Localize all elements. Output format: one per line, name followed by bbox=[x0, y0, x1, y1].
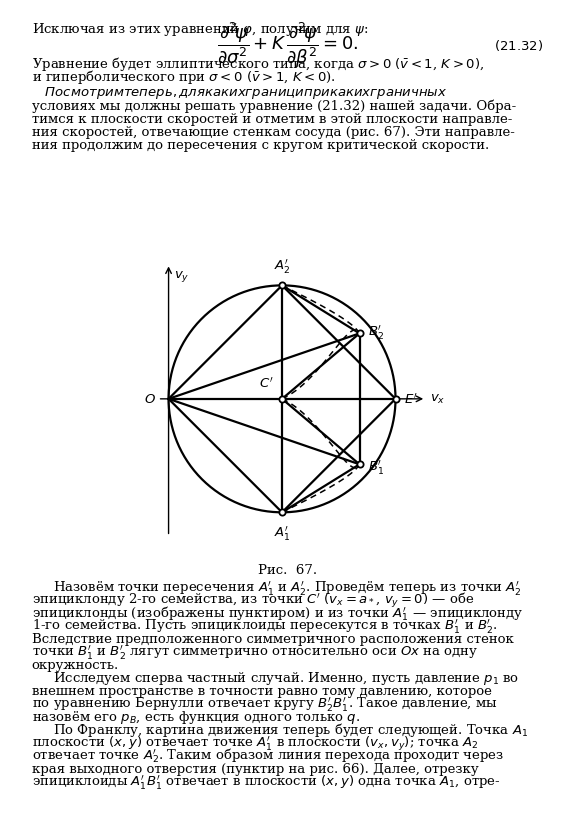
Text: $C'$: $C'$ bbox=[259, 376, 273, 390]
Text: по уравнению Бернулли отвечает кругу $B_2'B_1'$. Такое давление, мы: по уравнению Бернулли отвечает кругу $B_… bbox=[32, 695, 497, 712]
Text: эпициклонду 2-го семейства, из точки $C'$ $(v_x = a_*$, $v_y = 0)$ — обе: эпициклонду 2-го семейства, из точки $C'… bbox=[32, 590, 474, 609]
Text: эпициклонды (изображены пунктиром) и из точки $A_1'$ — эпициклонду: эпициклонды (изображены пунктиром) и из … bbox=[32, 604, 523, 622]
Text: По Франклу, картина движения теперь будет следующей. Точка $A_1$: По Франклу, картина движения теперь буде… bbox=[32, 721, 528, 738]
Text: внешнем пространстве в точности равно тому давлению, которое: внешнем пространстве в точности равно то… bbox=[32, 684, 492, 697]
Text: ния скоростей, отвечающие стенкам сосуда (рис. 67). Эти направле-: ния скоростей, отвечающие стенкам сосуда… bbox=[32, 125, 515, 139]
Text: и гиперболического при $\sigma < 0$ $(\bar{v} > 1$, $K < 0$).: и гиперболического при $\sigma < 0$ $(\b… bbox=[32, 68, 336, 85]
Text: условиях мы должны решать уравнение (21.32) нашей задачи. Обра-: условиях мы должны решать уравнение (21.… bbox=[32, 99, 516, 113]
Text: эпициклоиды $A_1'B_1'$ отвечает в плоскости $(x, y)$ одна точка $A_1$, отре-: эпициклоиды $A_1'B_1'$ отвечает в плоско… bbox=[32, 772, 500, 790]
Text: Исследуем сперва частный случай. Именно, пусть давление $p_1$ во: Исследуем сперва частный случай. Именно,… bbox=[32, 669, 519, 686]
Text: $E'$: $E'$ bbox=[404, 392, 418, 406]
Text: тимся к плоскости скоростей и отметим в этой плоскости направле-: тимся к плоскости скоростей и отметим в … bbox=[32, 113, 512, 125]
Text: окружность.: окружность. bbox=[32, 658, 119, 671]
Text: $A_1'$: $A_1'$ bbox=[274, 523, 290, 542]
Text: плоскости $(x, y)$ отвечает точке $A_1'$ в плоскости $(v_x, v_y)$; точка $A_2$: плоскости $(x, y)$ отвечает точке $A_1'$… bbox=[32, 733, 478, 752]
Text: отвечает точке $A_2'$. Таким образом линия перехода проходит через: отвечает точке $A_2'$. Таким образом лин… bbox=[32, 746, 504, 765]
Text: $B_1'$: $B_1'$ bbox=[368, 458, 384, 476]
Text: $A_2'$: $A_2'$ bbox=[274, 257, 290, 275]
Text: Исключая из этих уравнений $\varphi$, получим для $\psi$:: Исключая из этих уравнений $\varphi$, по… bbox=[32, 21, 368, 38]
Text: $\dfrac{\partial^2\!\psi}{\partial\sigma^2} + K\,\dfrac{\partial^2\!\psi}{\parti: $\dfrac{\partial^2\!\psi}{\partial\sigma… bbox=[217, 20, 358, 70]
Text: Уравнение будет эллиптического типа, когда $\sigma > 0$ $(\bar{v} < 1$, $K > 0)$: Уравнение будет эллиптического типа, ког… bbox=[32, 54, 484, 73]
Text: $\quad Посмотрим теперь, для каких границ и при каких граничных$: $\quad Посмотрим теперь, для каких грани… bbox=[32, 85, 447, 101]
Text: Вследствие предположенного симметричного расположения стенок: Вследствие предположенного симметричного… bbox=[32, 632, 513, 645]
Text: 1-го семейства. Пусть эпициклоиды пересекутся в точках $B_1'$ и $B_2'$.: 1-го семейства. Пусть эпициклоиды пересе… bbox=[32, 617, 497, 635]
Text: края выходного отверстия (пунктир на рис. 66). Далее, отрезку: края выходного отверстия (пунктир на рис… bbox=[32, 762, 478, 775]
Text: назовём его $p_B$, есть функция одного только $q$.: назовём его $p_B$, есть функция одного т… bbox=[32, 708, 360, 725]
Text: $v_y$: $v_y$ bbox=[174, 268, 189, 283]
Text: $O$: $O$ bbox=[144, 393, 155, 405]
Text: Назовём точки пересечения $A_1'$ и $A_2'$. Проведём теперь из точки $A_2'$: Назовём точки пересечения $A_1'$ и $A_2'… bbox=[32, 578, 521, 596]
Text: точки $B_1'$ и $B_2'$ лягут симметрично относительно оси $Ox$ на одну: точки $B_1'$ и $B_2'$ лягут симметрично … bbox=[32, 643, 478, 660]
Text: ния продолжим до пересечения с кругом критической скорости.: ния продолжим до пересечения с кругом кр… bbox=[32, 139, 489, 151]
Text: $B_2'$: $B_2'$ bbox=[368, 323, 384, 341]
Text: $v_x$: $v_x$ bbox=[431, 393, 446, 406]
Text: $(21.32)$: $(21.32)$ bbox=[494, 38, 543, 53]
Text: Рис.  67.: Рис. 67. bbox=[258, 563, 317, 577]
